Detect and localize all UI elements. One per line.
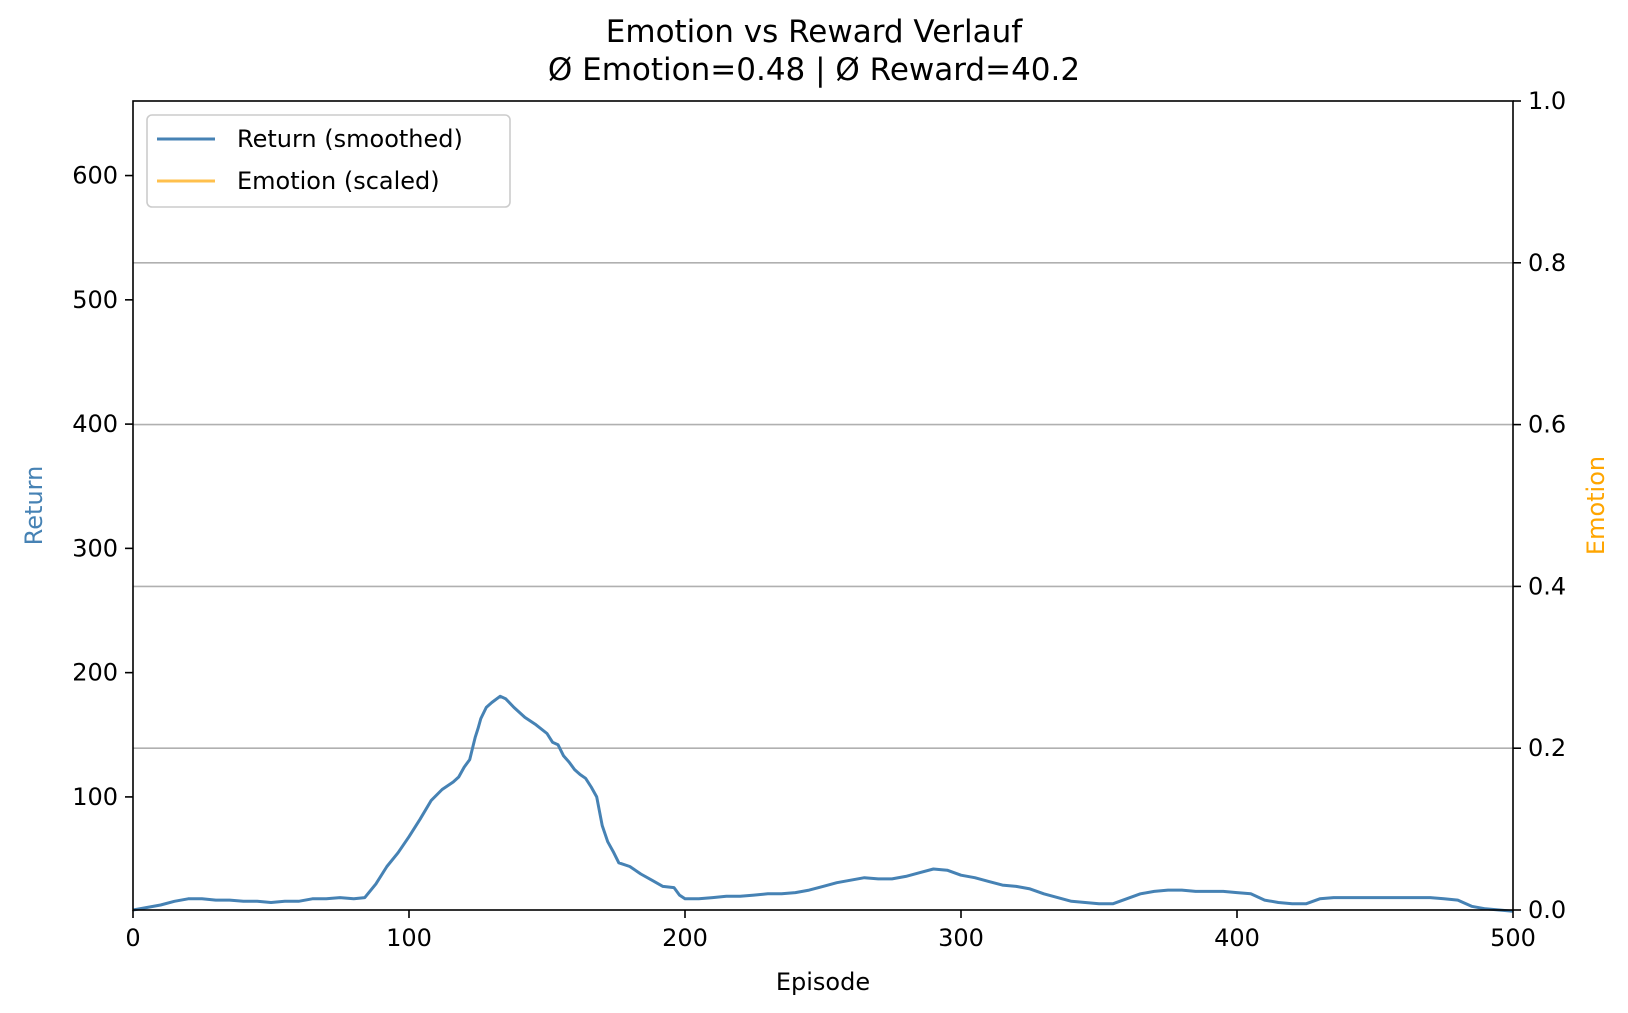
plot-frame bbox=[132, 100, 1514, 911]
legend: Return (smoothed) Emotion (scaled) bbox=[146, 114, 511, 208]
chart-title: Emotion vs Reward Verlauf bbox=[605, 14, 1023, 50]
y-axis-label: Return bbox=[20, 466, 48, 546]
x-tick-label: 100 bbox=[386, 924, 432, 952]
y-tick-label: 600 bbox=[72, 162, 118, 190]
ticks-layer: 0.0 0.2 0.4 0.6 0.8 1.0 100 200 300 400 500 600 0 100… bbox=[72, 87, 1566, 952]
y-right-tick-label: 0.0 bbox=[1528, 896, 1566, 924]
series-line bbox=[132, 694, 1514, 913]
y-right-tick-label: 1.0 bbox=[1528, 87, 1566, 115]
chart-subtitle: Ø Emotion=0.48 | Ø Reward=40.2 bbox=[547, 52, 1081, 88]
y-right-tick-label: 0.2 bbox=[1528, 734, 1566, 762]
legend-box bbox=[146, 114, 511, 208]
series-layer bbox=[132, 694, 1514, 913]
x-tick-label: 300 bbox=[938, 924, 984, 952]
legend-label: Emotion (scaled) bbox=[237, 167, 440, 195]
y-tick-label: 400 bbox=[72, 410, 118, 438]
y-axis-right-label: Emotion bbox=[1582, 456, 1610, 555]
grid-lines bbox=[133, 261, 1513, 750]
y-right-tick-label: 0.6 bbox=[1528, 411, 1566, 439]
x-tick-label: 400 bbox=[1214, 924, 1260, 952]
x-tick-label: 200 bbox=[662, 924, 708, 952]
y-right-tick-label: 0.8 bbox=[1528, 249, 1566, 277]
x-axis-label: Episode bbox=[776, 968, 870, 996]
x-tick-label: 0 bbox=[125, 924, 140, 952]
y-tick-label: 200 bbox=[72, 659, 118, 687]
x-tick-label: 500 bbox=[1490, 924, 1536, 952]
y-right-tick-label: 0.4 bbox=[1528, 572, 1566, 600]
legend-label: Return (smoothed) bbox=[237, 125, 463, 153]
y-tick-label: 100 bbox=[72, 783, 118, 811]
y-tick-label: 300 bbox=[72, 534, 118, 562]
y-tick-label: 500 bbox=[72, 286, 118, 314]
